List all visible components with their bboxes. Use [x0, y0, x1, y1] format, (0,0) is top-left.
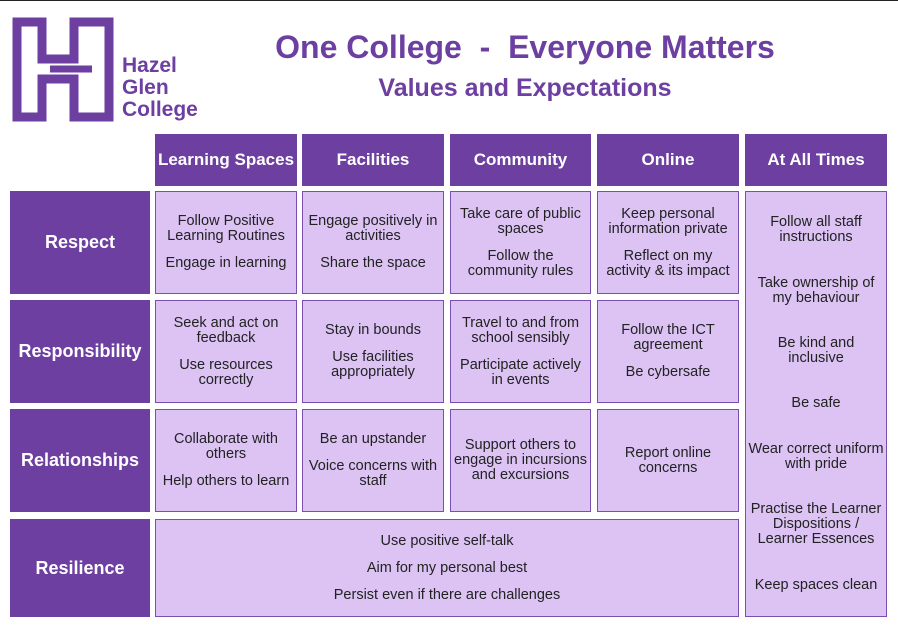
- row-header: Respect: [10, 191, 150, 294]
- column-header: Facilities: [302, 134, 444, 186]
- cell: Seek and act on feedback Use resources co…: [155, 300, 297, 403]
- column-header: At All Times: [745, 134, 887, 186]
- expectation: Collaborate with others: [174, 431, 278, 462]
- expectation: Be cybersafe: [625, 364, 711, 380]
- expectation: Use facilities appropriately: [331, 349, 415, 380]
- expectation: Use resources correctly: [179, 356, 273, 388]
- expectation: Wear correct uniform with pride: [748, 440, 884, 472]
- cell: Follow the ICT agreement Be cybersafe: [597, 300, 739, 403]
- cell: Engage positively in activities Share the…: [302, 191, 444, 294]
- cell: Be an upstander Voice concerns with staff: [302, 409, 444, 512]
- logo-line: College: [122, 98, 198, 121]
- expectation: Stay in bounds: [325, 322, 421, 338]
- expectation: Voice concerns with staff: [308, 458, 438, 489]
- cell: Follow all staff instructions Take owners…: [745, 191, 887, 617]
- expectation: Be an upstander: [319, 431, 427, 447]
- cell: Report online concerns: [597, 409, 739, 512]
- column-header: Online: [597, 134, 739, 186]
- logo-mark: [12, 17, 114, 122]
- expectation: Follow the ICT agreement: [621, 322, 715, 353]
- cell: Follow Positive Learning Routines Engage …: [155, 191, 297, 294]
- cell: Travel to and from school sensibly Partic…: [450, 300, 591, 403]
- row-header: Responsibility: [10, 300, 150, 403]
- expectation: Help others to learn: [162, 473, 290, 489]
- cell: Take care of public spaces Follow the com…: [450, 191, 591, 294]
- column-header: Community: [450, 134, 591, 186]
- expectation: Participate actively in events: [460, 356, 581, 388]
- logo-text: Hazel Glen College: [122, 55, 198, 121]
- expectation: Seek and act on feedback: [173, 314, 279, 346]
- expectation: Share the space: [320, 255, 426, 271]
- title: One College - Everyone Matters: [275, 29, 775, 65]
- expectation: Follow all staff instructions: [770, 214, 862, 246]
- expectation: Reflect on my activity & its impact: [606, 247, 730, 279]
- expectation: Aim for my personal best: [366, 559, 528, 576]
- logo-line: Hazel: [122, 54, 177, 77]
- cell: Keep personal information private Reflect…: [597, 191, 739, 294]
- cell: Stay in bounds Use facilities appropriate…: [302, 300, 444, 403]
- expectation: Keep personal information private: [608, 205, 728, 237]
- expectation: Use positive self-talk: [380, 532, 514, 549]
- expectation: Practise the Learner Dispositions / Lear…: [750, 501, 882, 548]
- cell: Support others to engage in incursions a…: [450, 409, 591, 512]
- row-header: Relationships: [10, 409, 150, 512]
- expectation: Travel to and from school sensibly: [461, 314, 580, 346]
- expectation: Report online concerns: [624, 444, 712, 476]
- subtitle: Values and Expectations: [378, 74, 672, 102]
- expectation: Take care of public spaces: [460, 205, 581, 237]
- expectation: Support others to engage in incursions a…: [454, 437, 588, 483]
- expectation: Take ownership of my behaviour: [757, 274, 875, 306]
- row-header: Resilience: [10, 519, 150, 617]
- expectation: Engage positively in activities: [308, 213, 438, 244]
- expectation: Engage in learning: [165, 255, 287, 271]
- expectation: Follow Positive Learning Routines: [167, 213, 285, 244]
- expectation: Keep spaces clean: [754, 576, 878, 593]
- cell: Collaborate with others Help others to le…: [155, 409, 297, 512]
- column-header: Learning Spaces: [155, 134, 297, 186]
- logo-line: Glen: [122, 76, 169, 99]
- expectation: Be safe: [791, 395, 841, 412]
- expectation: Follow the community rules: [467, 247, 574, 279]
- expectation: Persist even if there are challenges: [333, 586, 561, 603]
- expectation: Be kind and inclusive: [777, 335, 855, 367]
- cell: Use positive self-talk Aim for my persona…: [155, 519, 739, 617]
